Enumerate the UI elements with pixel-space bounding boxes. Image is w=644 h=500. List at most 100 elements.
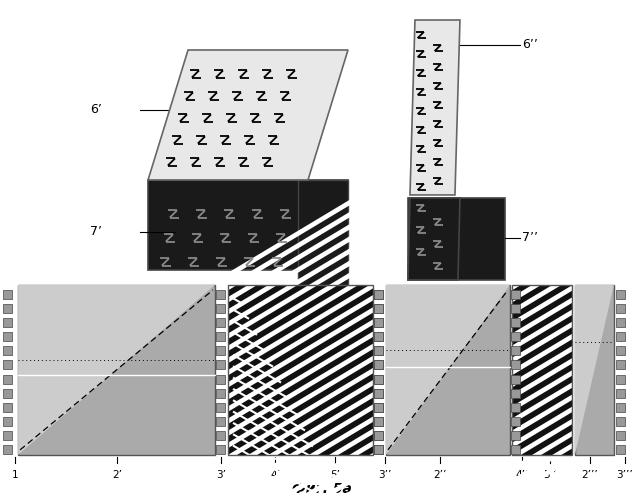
Bar [216, 403, 225, 412]
Text: Фиг. 5а: Фиг. 5а [292, 482, 352, 496]
Polygon shape [228, 258, 373, 351]
Text: 2’’: 2’’ [433, 470, 447, 480]
Polygon shape [228, 477, 373, 500]
Text: 7’: 7’ [90, 226, 102, 238]
Bar [3, 417, 12, 426]
Bar [616, 403, 625, 412]
Bar [3, 374, 12, 384]
Bar [374, 332, 383, 341]
Polygon shape [228, 380, 373, 472]
Bar [616, 374, 625, 384]
Polygon shape [148, 180, 348, 270]
Polygon shape [228, 453, 373, 500]
Polygon shape [512, 237, 572, 278]
Polygon shape [228, 307, 373, 400]
Polygon shape [575, 285, 614, 455]
Polygon shape [512, 431, 572, 472]
Polygon shape [386, 285, 510, 455]
Bar [3, 290, 12, 298]
Polygon shape [512, 261, 572, 302]
Bar [3, 318, 12, 327]
Polygon shape [512, 285, 572, 455]
Polygon shape [228, 234, 373, 327]
Text: 5’’: 5’’ [544, 470, 556, 480]
Polygon shape [228, 392, 373, 484]
Polygon shape [148, 50, 348, 180]
Polygon shape [512, 322, 572, 363]
Text: 6’: 6’ [90, 104, 102, 117]
Bar [216, 304, 225, 312]
Bar [511, 332, 520, 341]
Polygon shape [228, 271, 373, 363]
Bar [511, 388, 520, 398]
Polygon shape [228, 222, 373, 314]
Polygon shape [408, 198, 505, 280]
Polygon shape [512, 286, 572, 327]
Bar [616, 388, 625, 398]
Bar [374, 346, 383, 355]
Polygon shape [512, 468, 572, 500]
Bar [511, 318, 520, 327]
Bar [3, 304, 12, 312]
Bar [374, 360, 383, 370]
Polygon shape [512, 443, 572, 484]
Bar [374, 431, 383, 440]
Bar [374, 417, 383, 426]
Bar [616, 290, 625, 298]
Bar [511, 431, 520, 440]
Bar [374, 446, 383, 454]
Polygon shape [228, 428, 373, 500]
Text: 3’’’: 3’’’ [616, 470, 633, 480]
Polygon shape [228, 320, 373, 412]
Bar [616, 318, 625, 327]
Polygon shape [512, 382, 572, 424]
Polygon shape [575, 285, 614, 455]
Bar [216, 360, 225, 370]
Text: 5’: 5’ [330, 470, 340, 480]
Bar [511, 290, 520, 298]
Polygon shape [228, 368, 373, 460]
Bar [374, 403, 383, 412]
Polygon shape [228, 416, 373, 500]
Bar [616, 304, 625, 312]
Bar [3, 332, 12, 341]
Polygon shape [228, 356, 373, 448]
Polygon shape [18, 285, 215, 455]
Bar [3, 388, 12, 398]
Bar [374, 332, 383, 341]
Bar [374, 318, 383, 327]
Polygon shape [512, 298, 572, 339]
Polygon shape [386, 285, 510, 455]
Bar [616, 332, 625, 341]
Polygon shape [512, 249, 572, 290]
Bar [3, 403, 12, 412]
Polygon shape [512, 370, 572, 412]
Polygon shape [228, 283, 373, 376]
Text: 3’’: 3’’ [378, 470, 392, 480]
Polygon shape [228, 186, 373, 278]
Text: 1: 1 [12, 470, 19, 480]
Polygon shape [228, 465, 373, 500]
Text: 4’’: 4’’ [515, 470, 529, 480]
Bar [374, 318, 383, 327]
Polygon shape [228, 210, 373, 302]
Bar [511, 304, 520, 312]
Bar [374, 388, 383, 398]
Bar [616, 346, 625, 355]
Polygon shape [512, 273, 572, 314]
Polygon shape [298, 180, 348, 285]
Bar [374, 346, 383, 355]
Text: 7’’: 7’’ [522, 232, 538, 244]
Polygon shape [410, 20, 460, 195]
Bar [216, 388, 225, 398]
Text: 2’: 2’ [112, 470, 122, 480]
Bar [374, 403, 383, 412]
Polygon shape [228, 344, 373, 436]
Bar [216, 290, 225, 298]
Bar [616, 446, 625, 454]
Polygon shape [512, 480, 572, 500]
Bar [3, 431, 12, 440]
Polygon shape [228, 285, 373, 455]
Bar [3, 346, 12, 355]
Bar [374, 446, 383, 454]
